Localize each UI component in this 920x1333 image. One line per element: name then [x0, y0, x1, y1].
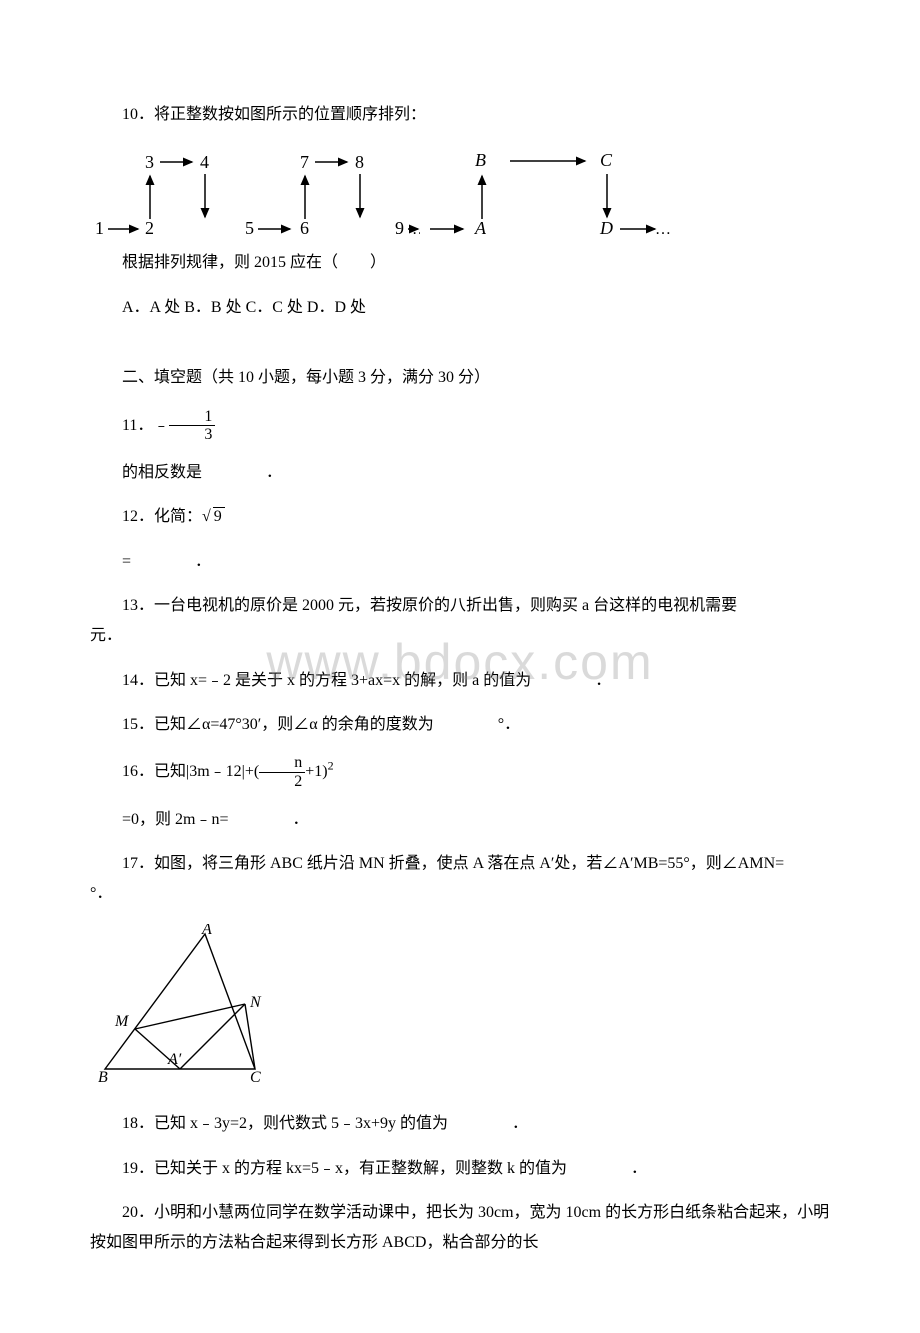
svg-text:…: …	[655, 221, 671, 238]
svg-text:D: D	[599, 218, 613, 238]
q20: 20．小明和小慧两位同学在数学活动课中，把长为 30cm，宽为 10cm 的长方…	[90, 1198, 830, 1259]
q16-line2: =0，则 2m﹣n= ．	[90, 805, 830, 835]
q17-figure: A M N B C A′	[90, 924, 300, 1084]
q11-line2: 的相反数是 ．	[90, 458, 830, 488]
svg-text:8: 8	[355, 152, 364, 172]
svg-text:A: A	[474, 218, 487, 238]
svg-text:9: 9	[395, 218, 404, 238]
svg-text:2: 2	[145, 218, 154, 238]
q11-prefix: 11．﹣	[122, 416, 169, 433]
q16-frac-num: n	[259, 754, 305, 773]
svg-text:…: …	[412, 221, 420, 238]
q10-diagram-left: 1 2 3 4 5 6 7 8 9 …	[90, 144, 420, 244]
section2-title: 二、填空题（共 10 小题，每小题 3 分，满分 30 分）	[90, 363, 830, 393]
svg-text:7: 7	[300, 152, 309, 172]
q11-line1: 11．﹣13	[90, 408, 830, 444]
q17-figure-wrap: A M N B C A′	[90, 924, 830, 1095]
q10-diagram: 1 2 3 4 5 6 7 8 9 …	[90, 144, 830, 244]
q16-exp: 2	[328, 759, 334, 773]
q18: 18．已知 x﹣3y=2，则代数式 5﹣3x+9y 的值为 ．	[90, 1109, 830, 1139]
q12-prefix: 12．化简：	[122, 508, 202, 525]
q12-radicand: 9	[213, 507, 225, 525]
q19: 19．已知关于 x 的方程 kx=5﹣x，有正整数解，则整数 k 的值为 ．	[90, 1154, 830, 1184]
q10-stem: 10．将正整数按如图所示的位置顺序排列：	[90, 100, 830, 130]
q11-fraction: 13	[169, 408, 215, 444]
q13: 13．一台电视机的原价是 2000 元，若按原价的八折出售，则购买 a 台这样的…	[90, 591, 830, 652]
q15: 15．已知∠α=47°30′，则∠α 的余角的度数为 °．	[90, 710, 830, 740]
svg-text:N: N	[249, 994, 262, 1011]
q14: 14．已知 x=﹣2 是关于 x 的方程 3+ax=x 的解，则 a 的值为 ．	[90, 666, 830, 696]
svg-text:6: 6	[300, 218, 309, 238]
svg-text:4: 4	[200, 152, 209, 172]
page-root: www.bdocx.com 10．将正整数按如图所示的位置顺序排列： 1 2 3…	[0, 0, 920, 1333]
svg-text:1: 1	[95, 218, 104, 238]
svg-text:B: B	[475, 150, 486, 170]
q10-after: 根据排列规律，则 2015 应在（ ）	[90, 248, 830, 278]
q10-diagram-right: A B C D …	[420, 144, 680, 244]
svg-text:C: C	[600, 150, 613, 170]
q11-frac-den: 3	[169, 426, 215, 444]
svg-text:5: 5	[245, 218, 254, 238]
svg-text:C: C	[250, 1069, 261, 1084]
q17-text: 17．如图，将三角形 ABC 纸片沿 MN 折叠，使点 A 落在点 A′处，若∠…	[90, 849, 830, 910]
svg-text:3: 3	[145, 152, 154, 172]
svg-text:A: A	[201, 924, 212, 938]
spacer-1	[90, 337, 830, 363]
q16-line1: 16．已知|3m﹣12|+(n2+1)2	[90, 754, 830, 790]
radical-sign: √	[202, 508, 211, 525]
q11-frac-num: 1	[169, 408, 215, 427]
q16-frac-den: 2	[259, 773, 305, 791]
q16-prefix: 16．已知|3m﹣12|+	[122, 763, 254, 780]
svg-text:B: B	[98, 1069, 108, 1084]
q16-plus: +1	[305, 763, 322, 780]
svg-text:A′: A′	[167, 1051, 182, 1068]
q16-fraction: n2	[259, 754, 305, 790]
q12-line2: = ．	[90, 547, 830, 577]
q12-line1: 12．化简：√9	[90, 502, 830, 532]
q10-choices: A．A 处 B．B 处 C．C 处 D．D 处	[90, 293, 830, 323]
svg-text:M: M	[114, 1013, 130, 1030]
